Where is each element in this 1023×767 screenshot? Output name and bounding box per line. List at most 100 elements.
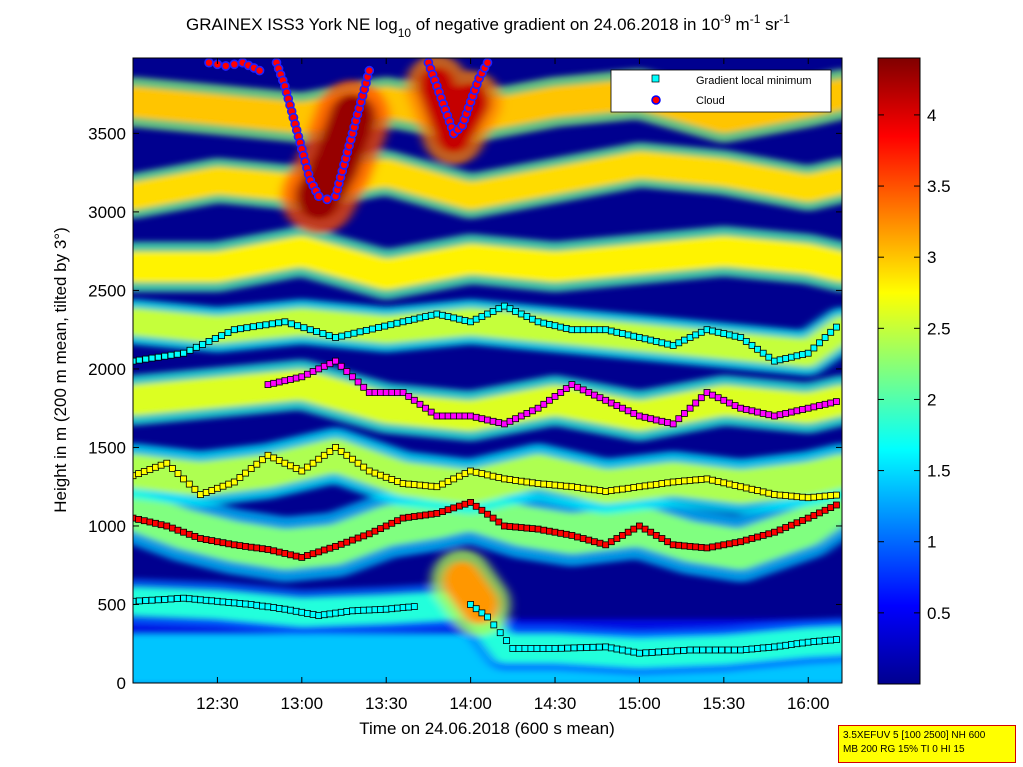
- gradient-minimum-marker: [686, 404, 694, 412]
- gradient-minimum-marker: [444, 412, 452, 420]
- gradient-minimum-marker: [394, 478, 401, 485]
- gradient-minimum-marker: [185, 595, 193, 603]
- gradient-minimum-marker: [478, 609, 486, 617]
- gradient-minimum-marker: [489, 307, 497, 315]
- gradient-minimum-marker: [804, 349, 812, 357]
- gradient-minimum-marker: [247, 465, 255, 473]
- gradient-minimum-marker: [697, 328, 705, 336]
- gradient-minimum-marker: [647, 415, 655, 423]
- gradient-minimum-marker: [349, 607, 356, 615]
- gradient-minimum-marker: [332, 609, 340, 617]
- cloud-marker: [204, 58, 214, 68]
- x-tick-label: 14:30: [534, 694, 577, 713]
- gradient-minimum-marker: [427, 311, 435, 319]
- gradient-minimum-marker: [298, 608, 306, 616]
- gradient-minimum-marker: [748, 535, 756, 542]
- colorbar: 0.5 1 1.5 2 2.5 3 3.5 4: [877, 57, 951, 685]
- gradient-minimum-marker: [724, 646, 732, 654]
- gradient-minimum-marker: [382, 389, 390, 396]
- gradient-minimum-marker: [793, 519, 801, 527]
- gradient-minimum-marker: [489, 417, 497, 425]
- gradient-minimum-marker: [540, 400, 548, 408]
- gradient-minimum-marker: [709, 476, 716, 484]
- gradient-minimum-marker: [292, 552, 300, 560]
- gradient-minimum-marker: [540, 480, 548, 488]
- gradient-minimum-marker: [759, 532, 767, 539]
- gradient-minimum-marker: [675, 478, 683, 485]
- gradient-minimum-marker: [319, 330, 327, 338]
- gradient-minimum-marker: [287, 606, 295, 614]
- gradient-minimum-marker: [726, 331, 733, 339]
- gradient-minimum-marker: [275, 457, 283, 464]
- cloud-marker: [254, 65, 265, 76]
- gradient-minimum-marker: [439, 311, 446, 319]
- gradient-minimum-marker: [546, 396, 553, 404]
- gradient-minimum-marker: [377, 606, 385, 613]
- gradient-minimum-marker: [349, 536, 356, 544]
- gradient-minimum-marker: [343, 368, 351, 375]
- gradient-minimum-marker: [365, 530, 373, 538]
- gradient-minimum-marker: [148, 354, 156, 362]
- gradient-minimum-marker: [776, 411, 784, 419]
- layer-core-cloud-core: [295, 94, 377, 220]
- gradient-minimum-marker: [562, 385, 570, 393]
- gradient-minimum-marker: [264, 381, 272, 389]
- gradient-minimum-marker: [157, 521, 165, 529]
- plot-frame: [132, 57, 843, 684]
- gradient-minimum-marker: [686, 646, 694, 654]
- gradient-minimum-marker: [148, 596, 156, 604]
- cloud-marker: [482, 58, 493, 68]
- gradient-minimum-marker: [703, 475, 711, 483]
- gradient-minimum-marker: [748, 645, 756, 653]
- gradient-minimum-marker: [258, 545, 266, 553]
- gradient-minimum-marker: [484, 510, 491, 518]
- gradient-minimum-marker: [185, 480, 193, 488]
- gradient-minimum-marker: [619, 532, 626, 539]
- gradient-minimum-marker: [399, 480, 407, 488]
- gradient-minimum-marker: [344, 331, 352, 339]
- gradient-minimum-marker: [833, 636, 840, 643]
- gradient-minimum-marker: [686, 543, 694, 550]
- gradient-minimum-marker: [821, 334, 829, 341]
- gradient-minimum-marker: [765, 489, 773, 497]
- cloud-marker: [221, 61, 231, 71]
- gradient-minimum-marker: [337, 608, 345, 616]
- gradient-minimum-marker: [292, 607, 300, 615]
- x-tick-label: 12:30: [196, 694, 239, 713]
- gradient-minimum-marker: [236, 542, 244, 549]
- gradient-minimum-marker: [585, 536, 593, 544]
- gradient-minimum-marker: [748, 341, 756, 349]
- gradient-minimum-marker: [579, 326, 587, 334]
- gradient-minimum-marker: [591, 538, 598, 546]
- gradient-minimum-marker: [371, 527, 379, 535]
- gradient-minimum-marker: [596, 487, 604, 495]
- gradient-minimum-marker: [410, 513, 418, 520]
- gradient-minimum-marker: [309, 611, 317, 618]
- cloud-marker: [229, 59, 240, 70]
- gradient-minimum-marker: [264, 451, 272, 459]
- y-tick-label: 2000: [88, 360, 126, 379]
- gradient-minimum-marker: [655, 648, 662, 656]
- gradient-minimum-marker: [686, 334, 694, 341]
- gradient-minimum-marker: [720, 479, 728, 487]
- gradient-minimum-marker: [202, 489, 210, 496]
- gradient-minimum-marker: [309, 550, 317, 558]
- gradient-minimum-marker: [191, 595, 199, 603]
- gradient-minimum-marker: [641, 482, 649, 490]
- gradient-minimum-marker: [230, 599, 238, 607]
- gradient-minimum-marker: [512, 415, 519, 423]
- gradient-minimum-marker: [354, 378, 362, 386]
- gradient-minimum-marker: [461, 500, 469, 508]
- gradient-minimum-marker: [602, 487, 610, 495]
- gradient-minimum-marker: [557, 529, 565, 537]
- gradient-minimum-marker: [574, 326, 581, 334]
- y-tick-label: 3500: [88, 124, 126, 143]
- gradient-minimum-marker: [332, 357, 340, 365]
- gradient-minimum-marker: [472, 468, 480, 476]
- gradient-minimum-marker: [765, 411, 773, 419]
- gradient-minimum-marker: [534, 318, 542, 326]
- gradient-minimum-marker: [675, 415, 683, 423]
- gradient-minimum-marker: [595, 643, 603, 651]
- gradient-minimum-marker: [152, 519, 159, 527]
- gradient-minimum-marker: [287, 375, 295, 383]
